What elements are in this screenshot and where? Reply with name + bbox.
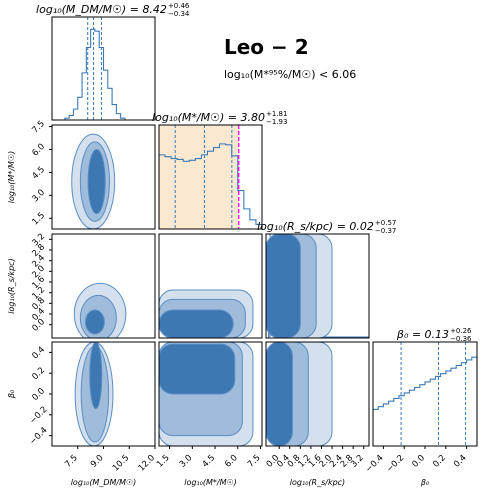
y-tick-label: −0.2	[28, 405, 50, 427]
y-axis-label-logMstar_vs_logM_DM: log₁₀(M*/M☉)	[7, 151, 16, 204]
panel-frame-3-2	[265, 341, 370, 447]
contour-logRs_vs_logM_DM	[73, 282, 127, 338]
contour-beta0_vs_logRs	[266, 342, 333, 446]
panel-title-main: log₁₀(M_DM/M☉) = 8.42	[36, 3, 167, 16]
panel-title-logMstar: log₁₀(M*/M☉) = 3.80 +1.81−1.93	[152, 110, 287, 126]
panel-title-main: log₁₀(R_s/kpc) = 0.02	[257, 220, 374, 233]
contour-beta0_vs_logMstar	[159, 342, 254, 446]
y-tick-label: 6.0	[30, 142, 47, 159]
panel-title-beta0: β₀ = 0.13 +0.26−0.36	[396, 327, 472, 343]
panel-title-plus: +0.46	[168, 2, 190, 10]
panel-title-minus: −0.36	[450, 335, 472, 343]
contour-level-3	[89, 342, 103, 410]
y-axis-label-beta0_vs_logM_DM: β₀	[7, 389, 16, 399]
prior-band	[159, 125, 239, 229]
x-axis-label-beta0: β₀	[420, 478, 430, 487]
x-tick-label: 10.5	[111, 453, 131, 473]
contour-level-3	[266, 234, 301, 338]
panel-title-plus: +1.81	[266, 110, 287, 118]
y-tick-label: 3.0	[30, 188, 47, 205]
histogram-step-logM_DM	[64, 28, 126, 120]
histogram-beta0	[373, 342, 477, 446]
x-tick-label: 1.5	[155, 453, 172, 470]
x-tick-label: 4.5	[201, 453, 218, 470]
contour-level-3	[159, 343, 236, 395]
panel-frame-0-0	[51, 16, 156, 121]
x-tick-label: −0.4	[364, 453, 386, 475]
contour-beta0_vs_logM_DM	[74, 342, 114, 446]
panel-frame-1-1	[158, 124, 263, 230]
panel-title-logM_DM: log₁₀(M_DM/M☉) = 8.42 +0.46−0.34	[36, 2, 190, 18]
y-tick-label: 7.5	[30, 119, 47, 136]
x-axis-label-logM_DM: log₁₀(M_DM/M☉)	[71, 478, 137, 487]
x-axis-label-logRs: log₁₀(R_s/kpc)	[290, 478, 345, 487]
y-tick-label: 0.4	[30, 345, 47, 362]
x-tick-label: 7.5	[246, 453, 263, 470]
panel-title-minus: −0.37	[375, 227, 396, 235]
corner-panels: log₁₀(M_DM/M☉) = 8.42 +0.46−0.34 log₁₀(M*/…	[7, 2, 478, 487]
panel-frame-2-2	[265, 233, 370, 339]
x-tick-label: 6.0	[223, 453, 240, 470]
y-tick-label: 0.0	[30, 386, 47, 403]
panel-title-main: β₀ = 0.13	[396, 328, 449, 341]
x-tick-label: −0.2	[385, 453, 407, 475]
panel-title-plus: +0.26	[450, 327, 472, 335]
contour-level-3	[87, 148, 106, 215]
x-tick-label: 12.0	[137, 453, 157, 473]
contour-logMstar_vs_logM_DM	[71, 133, 116, 229]
contour-level-3	[84, 309, 105, 335]
contour-logRs_vs_logMstar	[159, 289, 254, 338]
panel-frame-1-0	[51, 124, 156, 230]
x-axis-label-logMstar: log₁₀(M*/M☉)	[184, 478, 237, 487]
x-tick-label: 0.0	[410, 453, 427, 470]
panel-title-logRs: log₁₀(R_s/kpc) = 0.02 +0.57−0.37	[257, 219, 396, 235]
x-tick-label: 0.4	[452, 453, 469, 470]
panel-title-minus: −0.34	[168, 10, 190, 18]
histogram-logMstar	[159, 125, 262, 229]
histogram-step-beta0	[373, 356, 477, 446]
panel-frame-2-0	[51, 233, 156, 339]
panel-frame-2-1	[158, 233, 263, 339]
x-tick-label: 0.2	[431, 453, 448, 470]
x-tick-label: 9.0	[89, 453, 106, 470]
y-tick-label: 1.5	[30, 211, 47, 228]
y-tick-label: 0.2	[30, 366, 47, 383]
panel-title-main: log₁₀(M*/M☉) = 3.80	[152, 111, 265, 124]
contour-level-3	[159, 309, 234, 338]
galaxy-name: Leo − 2	[224, 35, 309, 59]
histogram-logM_DM	[64, 17, 126, 120]
x-tick-label: 3.0	[178, 453, 195, 470]
y-tick-label: 3.2	[30, 232, 47, 249]
histogram-step-logMstar	[159, 143, 262, 229]
y-tick-label: 4.5	[30, 165, 47, 182]
panel-frame-3-1	[158, 341, 263, 447]
panel-frame-3-3	[372, 341, 478, 447]
x-tick-label: 7.5	[63, 453, 80, 470]
y-axis-label-logRs_vs_logM_DM: log₁₀(R_s/kpc)	[7, 258, 16, 313]
stellar-mass-upper-limit: log₁₀(M*⁹⁵%/M☉) < 6.06	[224, 68, 356, 81]
panel-title-minus: −1.93	[266, 118, 287, 126]
contour-level-3	[266, 342, 293, 446]
contour-logRs_vs_logRs_identity	[266, 234, 333, 338]
y-tick-label: −0.4	[28, 425, 50, 447]
panel-title-plus: +0.57	[375, 219, 396, 227]
